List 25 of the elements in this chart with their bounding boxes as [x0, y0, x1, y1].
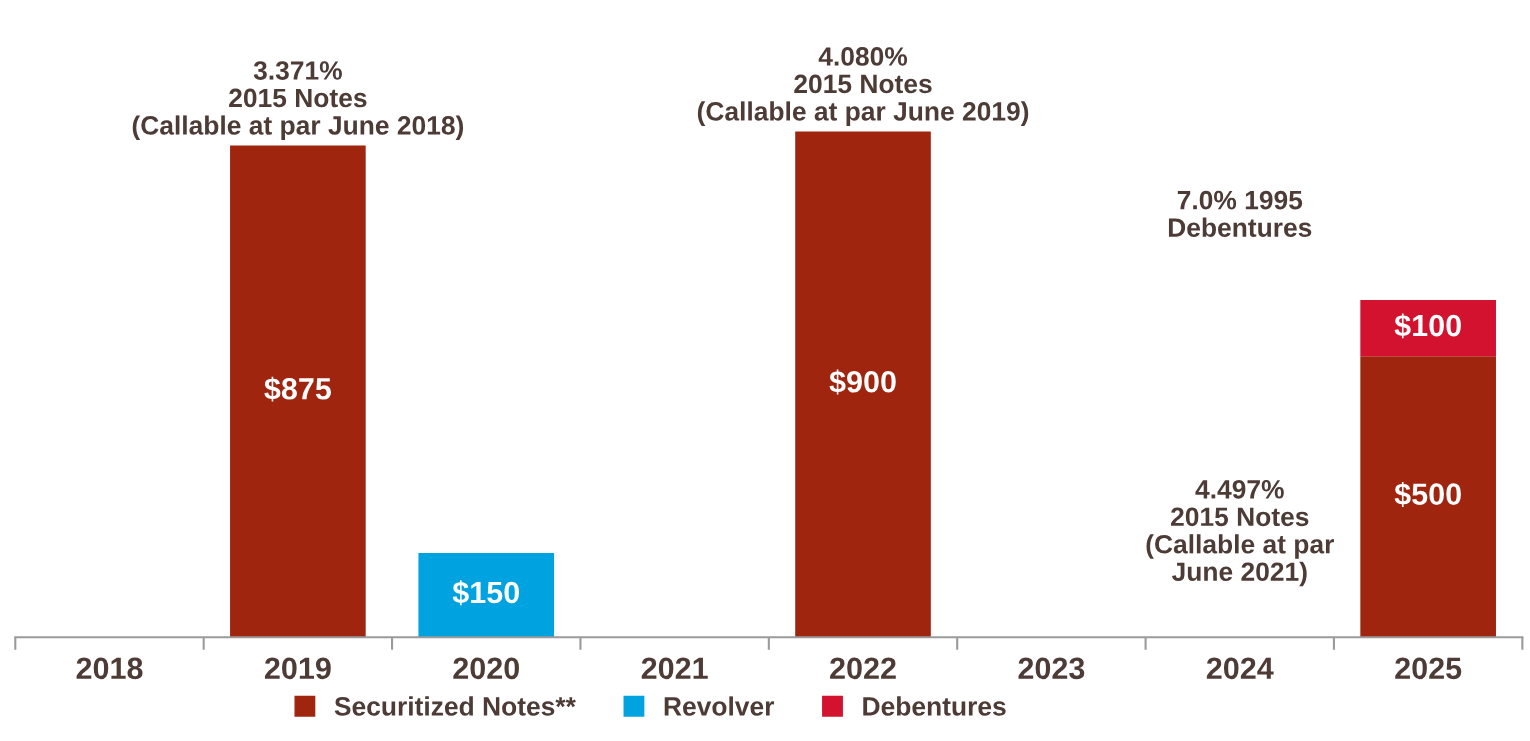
annotation: 3.371% 2015 Notes (Callable at par June 2018) [132, 61, 464, 140]
x-tick-label: 2024 [1206, 657, 1274, 680]
annotation: 4.497% 2015 Notes (Callable at par June 2021) [1146, 479, 1334, 587]
x-tick-label: 2021 [641, 657, 708, 680]
data-label: $150 [452, 580, 519, 606]
x-tick-label: 2020 [453, 657, 519, 680]
bar [1360, 300, 1496, 357]
legend-label: Debentures [863, 696, 1006, 716]
data-label: $875 [264, 376, 332, 402]
bar [795, 131, 931, 638]
annotation: 7.0% 1995 Debentures [1168, 190, 1312, 237]
legend-label: Securitized Notes** [334, 696, 576, 716]
annotation: 4.080% 2015 Notes (Callable at par June 2019) [697, 47, 1029, 126]
x-tick-label: 2025 [1395, 657, 1462, 680]
bar [418, 552, 555, 638]
bar [230, 145, 366, 638]
data-label: $100 [1394, 313, 1461, 339]
bar [1360, 356, 1496, 638]
x-tick-label: 2022 [830, 657, 896, 680]
x-tick-label: 2018 [76, 657, 143, 680]
x-tick-label: 2019 [264, 657, 331, 680]
legend-label: Revolver [664, 696, 775, 716]
data-label: $900 [829, 369, 896, 395]
x-tick-label: 2023 [1018, 657, 1085, 680]
data-label: $500 [1394, 481, 1461, 507]
